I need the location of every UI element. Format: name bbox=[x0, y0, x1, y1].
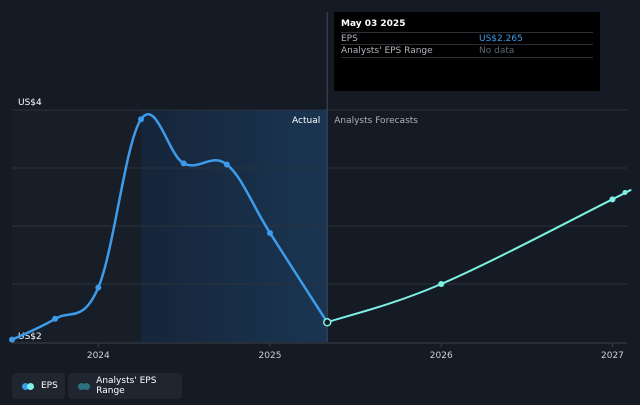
eps-point bbox=[180, 160, 187, 167]
x-tick-label: 2025 bbox=[259, 351, 282, 361]
legend-eps-button[interactable]: EPS bbox=[12, 373, 65, 399]
tooltip-range-value: No data bbox=[479, 46, 515, 56]
forecast-point bbox=[609, 196, 616, 203]
legend-eps-label: EPS bbox=[41, 381, 58, 391]
eps-point bbox=[138, 116, 145, 123]
tooltip-row-eps: EPS US$2.265 bbox=[341, 32, 593, 45]
eps-point bbox=[52, 315, 59, 322]
eps-legend-icon bbox=[22, 382, 35, 390]
x-tick-label: 2024 bbox=[87, 351, 110, 361]
eps-point bbox=[9, 336, 15, 343]
tooltip-date: May 03 2025 bbox=[341, 19, 406, 29]
legend-range-label: Analysts' EPS Range bbox=[96, 376, 157, 396]
tooltip-eps-value: US$2.265 bbox=[479, 34, 523, 44]
legend-range-button[interactable]: Analysts' EPS Range bbox=[68, 373, 182, 399]
forecast-point bbox=[438, 281, 445, 287]
eps-point bbox=[223, 161, 230, 168]
eps-point bbox=[95, 284, 102, 291]
range-legend-icon bbox=[78, 382, 90, 390]
actual-label: Actual bbox=[292, 116, 320, 126]
eps-point bbox=[267, 229, 274, 236]
tooltip-row-range: Analysts' EPS Range No data bbox=[341, 45, 593, 58]
tooltip-range-label: Analysts' EPS Range bbox=[341, 46, 433, 56]
forecast-line bbox=[326, 189, 632, 324]
forecast-label: Analysts Forecasts bbox=[334, 116, 418, 126]
eps-current-point bbox=[322, 318, 332, 327]
x-tick-label: 2026 bbox=[430, 351, 453, 361]
y-tick-label: US$4 bbox=[18, 98, 42, 108]
tooltip: May 03 2025 EPS US$2.265 Analysts' EPS R… bbox=[334, 12, 600, 91]
tooltip-eps-label: EPS bbox=[341, 34, 358, 44]
y-tick-label: US$2 bbox=[18, 332, 42, 342]
forecast-line-end bbox=[622, 189, 628, 195]
x-tick-label: 2027 bbox=[601, 351, 624, 361]
